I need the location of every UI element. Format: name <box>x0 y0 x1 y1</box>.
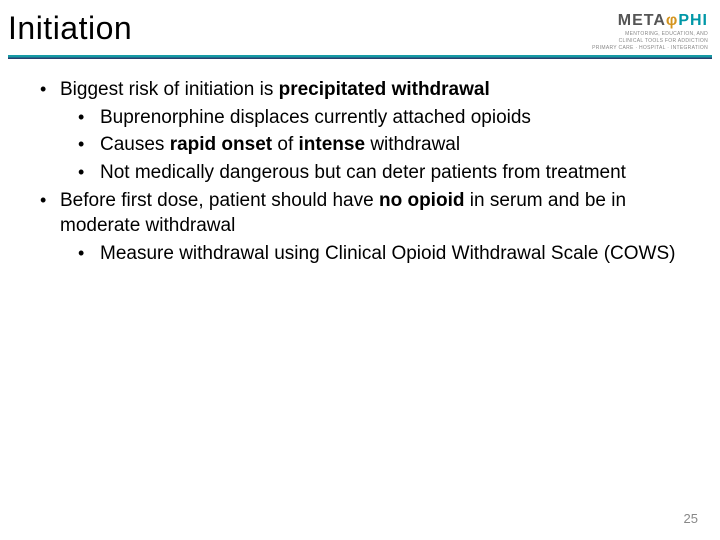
logo-block: METAφPHI MENTORING, EDUCATION, AND CLINI… <box>592 10 708 51</box>
bullet-2: Before first dose, patient should have n… <box>40 188 690 267</box>
logo-main: METAφPHI <box>592 12 708 30</box>
bullet-2-bold: no opioid <box>379 190 470 211</box>
bullet-1-sublist: Buprenorphine displaces currently attach… <box>60 105 690 186</box>
bullet-2-sublist: Measure withdrawal using Clinical Opioid… <box>60 241 690 267</box>
slide-content: Biggest risk of initiation is precipitat… <box>0 59 720 266</box>
bullet-1-2-bold1: rapid onset <box>170 134 278 155</box>
bullet-2-1: Measure withdrawal using Clinical Opioid… <box>78 241 690 267</box>
page-number: 25 <box>684 511 698 526</box>
logo-meta-text: META <box>618 12 666 29</box>
slide-title: Initiation <box>8 10 132 47</box>
bullet-1-text-bold: precipitated withdrawal <box>279 79 490 100</box>
bullet-1: Biggest risk of initiation is precipitat… <box>40 77 690 186</box>
logo-subtext-2: CLINICAL TOOLS FOR ADDICTION <box>592 38 708 44</box>
bullet-1-2-bold2: intense <box>299 134 371 155</box>
bullet-list: Biggest risk of initiation is precipitat… <box>30 77 690 266</box>
bullet-1-2-pre: Causes <box>100 134 170 155</box>
bullet-1-2-mid: of <box>277 134 298 155</box>
bullet-1-text-pre: Biggest risk of initiation is <box>60 79 279 100</box>
logo-subtext-1: MENTORING, EDUCATION, AND <box>592 31 708 37</box>
slide-header: Initiation METAφPHI MENTORING, EDUCATION… <box>0 0 720 51</box>
bullet-1-1: Buprenorphine displaces currently attach… <box>78 105 690 131</box>
bullet-1-2-post: withdrawal <box>370 134 460 155</box>
logo-subtext-3: PRIMARY CARE · HOSPITAL · INTEGRATION <box>592 45 708 51</box>
bullet-1-2: Causes rapid onset of intense withdrawal <box>78 132 690 158</box>
bullet-2-pre: Before first dose, patient should have <box>60 190 379 211</box>
logo-phi-text: PHI <box>678 12 708 29</box>
bullet-1-3: Not medically dangerous but can deter pa… <box>78 160 690 186</box>
logo-phi-symbol: φ <box>666 12 678 29</box>
